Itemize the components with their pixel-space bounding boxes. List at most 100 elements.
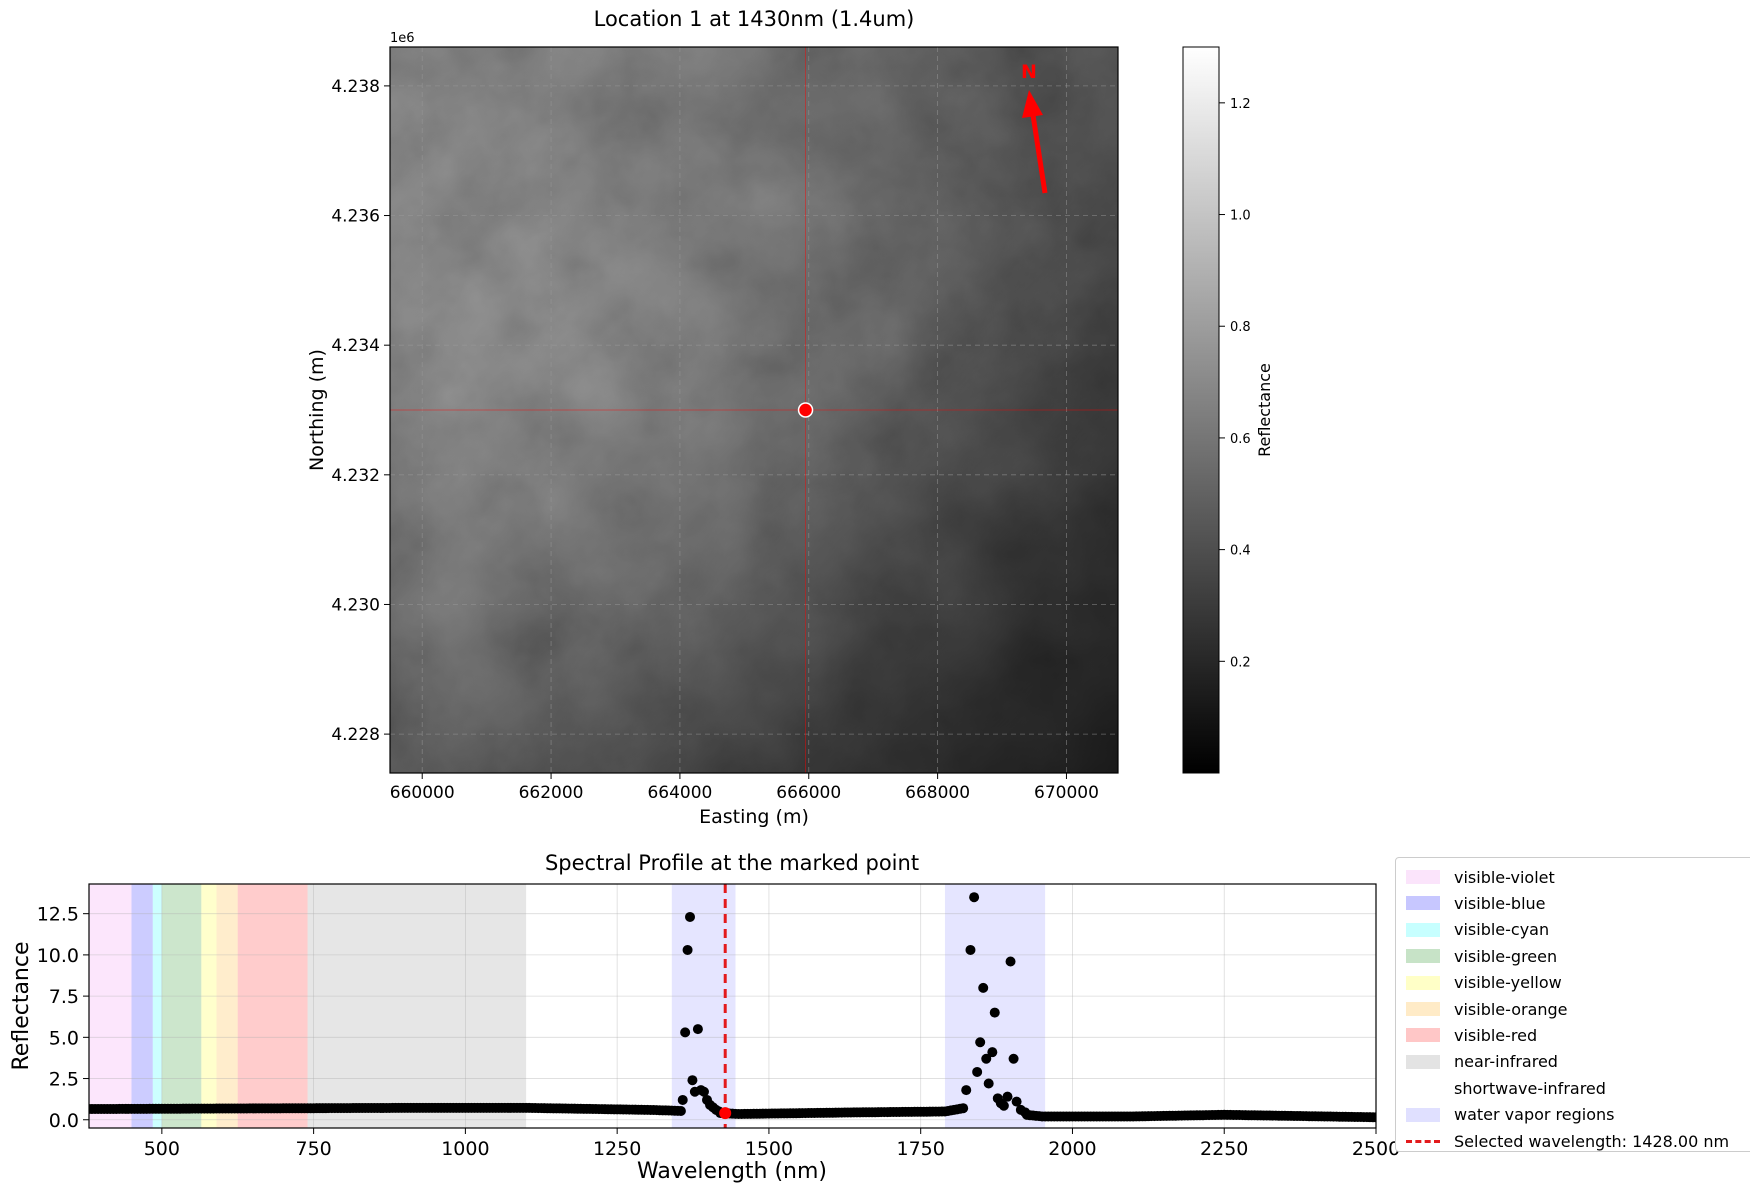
map-y-tick-label: 4.238 [331,77,380,97]
spectral-baseline-points [89,1102,1376,1123]
data-point [961,1085,972,1096]
legend-swatch [1406,922,1440,937]
colorbar-ticks: 0.2 0.4 0.6 0.8 1.0 1.2 [1219,97,1251,670]
colorbar-tick-label: 0.2 [1230,655,1251,670]
region-near-infrared [307,884,527,1128]
spectral-title: Spectral Profile at the marked point [545,851,919,875]
map-y-tick-label: 4.228 [331,725,380,745]
data-point [692,1024,703,1035]
legend-label: visible-blue [1454,893,1546,913]
map-y-offset: 1e6 [390,31,415,46]
spectral-x-ticks: 500 750 1000 1250 1500 1750 2000 2250 2500 [144,1128,1400,1160]
spectral-y-tick-label: 0.0 [49,1110,79,1132]
legend-item: Selected wavelength: 1428.00 nm [1406,1128,1729,1154]
map-x-tick-label: 662000 [519,783,584,803]
legend-line-swatch [1406,1139,1440,1143]
data-point [989,1007,1000,1018]
marked-point [797,402,814,418]
legend-label: Selected wavelength: 1428.00 nm [1454,1131,1730,1151]
spectral-x-tick-label: 1250 [593,1138,641,1160]
legend-swatch [1406,1107,1440,1122]
legend-label: water vapor regions [1454,1105,1615,1125]
region-visible-green [161,884,202,1128]
legend-item: visible-green [1406,943,1557,969]
spectral-x-tick-label: 1500 [745,1138,793,1160]
legend-swatch [1406,1081,1440,1095]
legend-item: visible-orange [1406,996,1568,1022]
spectral-y-tick-label: 12.5 [37,904,79,926]
data-point [965,944,976,955]
spectral-legend: visible-violet visible-blue visible-cyan vi… [1395,857,1750,1152]
spectral-x-label: Wavelength (nm) [637,1159,827,1184]
legend-swatch [1406,1054,1440,1069]
spectral-y-label: Reflectance [9,941,34,1070]
spectral-frame [88,883,1377,1129]
map-x-tick-label: 668000 [905,783,970,803]
data-point [1005,956,1016,967]
region-water-vapor-regions [944,884,1046,1128]
map-y-ticks: 4.238 4.236 4.234 4.232 4.230 4.228 [331,77,390,745]
spectral-y-tick-label: 2.5 [49,1069,79,1091]
map-x-label: Easting (m) [699,806,809,828]
legend-label: visible-violet [1454,867,1555,887]
spectral-x-tick-label: 1000 [441,1138,489,1160]
data-point [978,982,989,993]
legend-swatch [1406,949,1440,964]
data-point [958,1103,969,1114]
legend-item: visible-red [1406,1022,1537,1048]
colorbar-tick-label: 1.0 [1230,209,1251,224]
data-point [1008,1053,1019,1064]
legend-label: visible-orange [1454,999,1568,1019]
legend-label: shortwave-infrared [1454,1078,1606,1098]
legend-item: visible-blue [1406,890,1546,916]
map-x-tick-label: 660000 [390,783,455,803]
data-point [1011,1096,1022,1107]
data-point [698,1086,709,1097]
spectral-x-tick-label: 500 [144,1138,180,1160]
north-arrow: N [1021,61,1048,194]
map-x-tick-label: 664000 [647,783,712,803]
selected-wavelength-point [719,1107,732,1120]
data-point [675,1106,686,1117]
colorbar: 0.2 0.4 0.6 0.8 1.0 1.2 Reflectance [1182,46,1274,774]
colorbar-label: Reflectance [1255,363,1274,457]
spectral-x-tick-label: 2000 [1048,1138,1096,1160]
spectral-peak-points [677,892,1031,1118]
data-point [987,1047,998,1058]
data-point [969,892,980,903]
legend-item: near-infrared [1406,1049,1558,1075]
map-x-ticks: 660000 662000 664000 666000 668000 670000 [390,773,1099,803]
colorbar-tick-label: 0.8 [1230,320,1251,335]
legend-item: shortwave-infrared [1406,1075,1606,1101]
map-y-tick-label: 4.232 [331,466,380,486]
data-point [1020,1107,1031,1118]
legend-label: visible-cyan [1454,920,1550,940]
region-visible-blue [131,884,153,1128]
data-point [998,1100,1009,1111]
region-visible-red [237,884,308,1128]
region-visible-orange [216,884,238,1128]
legend-swatch [1406,975,1440,990]
colorbar-gradient [1182,46,1220,774]
spectral-x-tick-label: 2250 [1200,1138,1248,1160]
legend-label: visible-yellow [1454,973,1562,993]
map-title: Location 1 at 1430nm (1.4um) [594,7,915,31]
colorbar-tick-label: 1.2 [1230,97,1251,112]
north-arrow-shaft [1030,114,1048,194]
data-point [680,1027,691,1038]
legend-label: visible-green [1454,946,1558,966]
spectral-x-tick-label: 1750 [897,1138,945,1160]
legend-swatch [1406,1028,1440,1043]
north-label: N [1021,61,1037,83]
legend-item: visible-cyan [1406,917,1549,943]
legend-label: visible-red [1454,1025,1538,1045]
wavelength-regions [89,884,1046,1128]
spectral-y-tick-label: 10.0 [37,945,79,967]
colorbar-tick-label: 0.6 [1230,432,1251,447]
legend-swatch [1406,896,1440,911]
map-y-label: Northing (m) [306,349,328,471]
data-point [1002,1091,1013,1102]
map-panel: Location 1 at 1430nm (1.4um) 660000 66200… [306,7,1119,828]
legend-swatch [1406,1002,1440,1016]
